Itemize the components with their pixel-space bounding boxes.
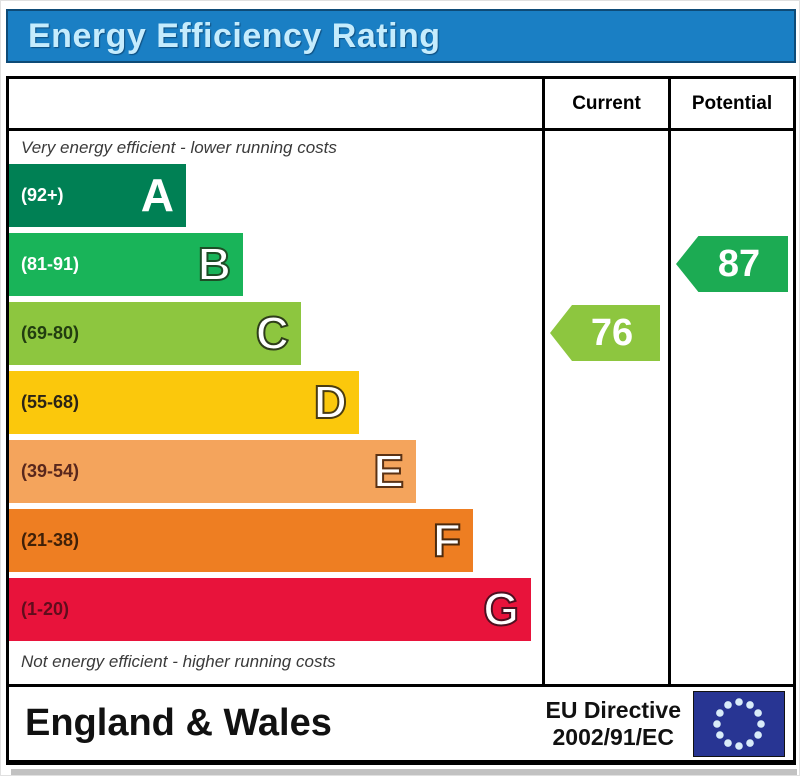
band-b: (81-91) B — [9, 233, 243, 296]
bottom-note: Not energy efficient - higher running co… — [21, 652, 336, 671]
band-f-range: (21-38) — [21, 530, 80, 550]
potential-column-header: Potential — [668, 79, 793, 128]
potential-column: 87 — [668, 131, 793, 684]
band-d: (55-68) D — [9, 371, 359, 434]
bands-column: Very energy efficient - lower running co… — [9, 131, 542, 684]
band-c-range: (69-80) — [21, 323, 80, 343]
region-label: England & Wales — [25, 702, 332, 744]
band-g-range: (1-20) — [21, 599, 70, 619]
band-c-letter: C — [255, 306, 290, 360]
band-b-range: (81-91) — [21, 254, 80, 274]
band-e-range: (39-54) — [21, 461, 80, 481]
bottom-shadow — [11, 769, 797, 775]
potential-rating-value: 87 — [717, 242, 761, 285]
band-g-letter: G — [482, 582, 520, 636]
eu-directive-line1: EU Directive — [545, 697, 681, 724]
rating-table: Current Potential Very energy efficient … — [6, 76, 796, 687]
eu-directive-line2: 2002/91/EC — [552, 723, 674, 750]
eu-flag-icon — [693, 690, 785, 757]
band-d-range: (55-68) — [21, 392, 80, 412]
potential-rating-arrow: 87 — [676, 236, 788, 292]
table-body: Very energy efficient - lower running co… — [9, 131, 793, 684]
rating-bands: (92+) A (81-91) B (69-80) C (55-68) D — [9, 164, 542, 647]
band-a-letter: A — [140, 169, 174, 221]
top-note: Very energy efficient - lower running co… — [21, 137, 337, 157]
eu-directive-label: EU Directive 2002/91/EC — [545, 697, 693, 750]
header-spacer — [9, 79, 542, 128]
title-bar: Energy Efficiency Rating — [6, 9, 796, 63]
band-c: (69-80) C — [9, 302, 301, 365]
band-e: (39-54) E — [9, 440, 416, 503]
band-a: (92+) A — [9, 164, 186, 227]
band-d-letter: D — [313, 375, 348, 429]
band-f-letter: F — [432, 513, 462, 567]
band-f: (21-38) F — [9, 509, 473, 572]
band-a-range: (92+) — [21, 185, 64, 205]
footer-bar: England & Wales EU Directive 2002/91/EC — [6, 684, 796, 765]
current-column: 76 — [542, 131, 668, 684]
band-g: (1-20) G — [9, 578, 531, 641]
band-b-letter: B — [197, 237, 232, 291]
page-title: Energy Efficiency Rating — [28, 16, 441, 55]
current-rating-value: 76 — [590, 311, 634, 354]
current-column-header: Current — [542, 79, 668, 128]
current-rating-arrow: 76 — [550, 305, 660, 361]
band-e-letter: E — [372, 444, 405, 498]
table-header-row: Current Potential — [9, 79, 793, 131]
